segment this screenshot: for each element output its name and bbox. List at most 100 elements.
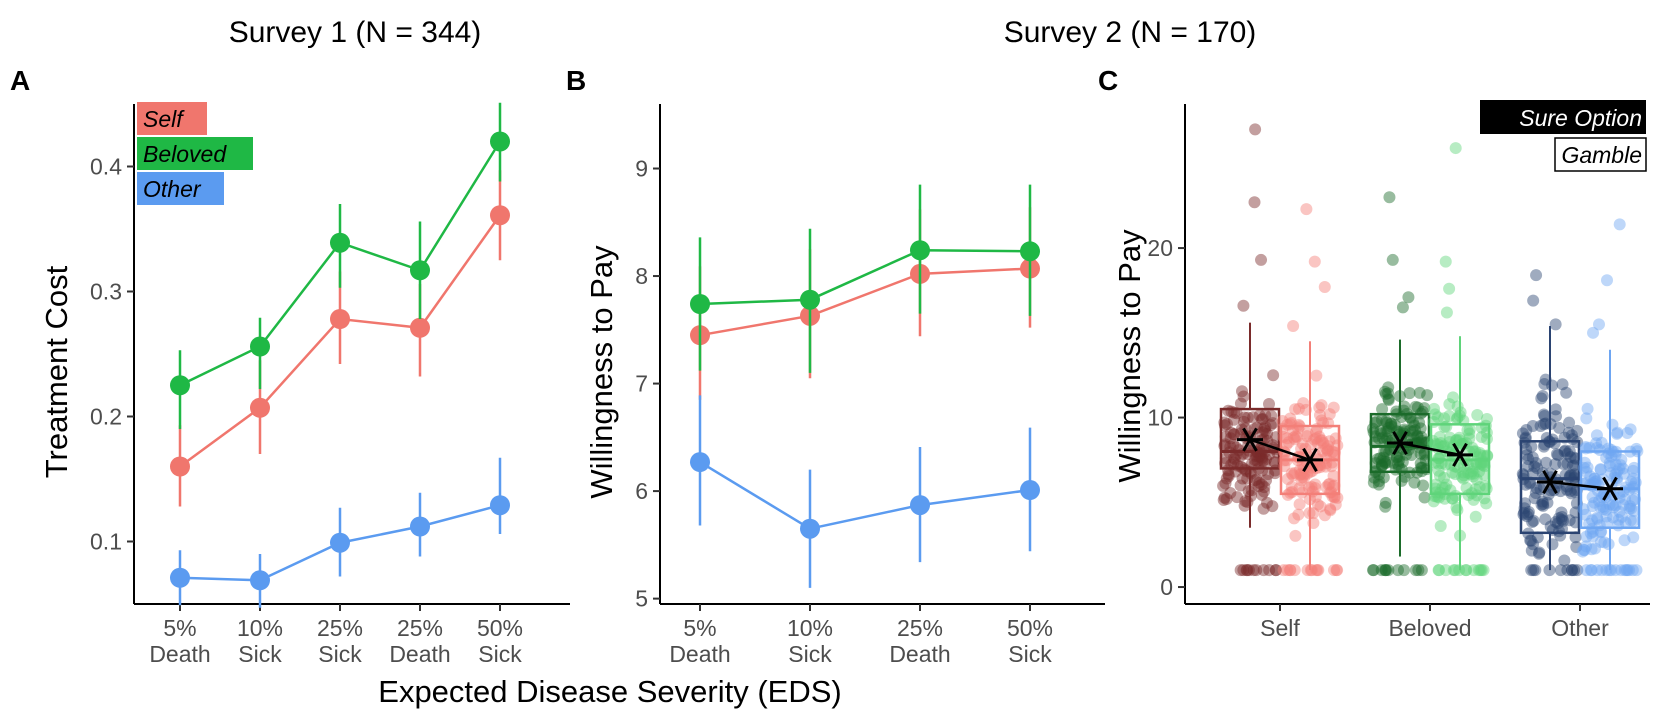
jitter-point-beloved-gamble (1431, 411, 1444, 424)
jitter-point-beloved-gamble (1471, 409, 1484, 422)
jitter-point-other-sure (1522, 508, 1535, 521)
jitter-point-other-gamble (1588, 472, 1601, 485)
jitter-point-beloved-sure (1378, 564, 1391, 577)
jitter-point-other-sure (1519, 478, 1532, 491)
jitter-point-beloved-sure (1411, 429, 1424, 442)
y-tick-label: 0.2 (90, 404, 122, 430)
jitter-point-other-gamble (1627, 531, 1640, 544)
jitter-point-self-gamble (1298, 471, 1311, 484)
y-tick-label: 20 (1147, 235, 1173, 261)
jitter-point-beloved-sure (1381, 456, 1394, 469)
jitter-point-self-sure (1268, 467, 1281, 480)
legend-label-self: Self (143, 106, 185, 132)
y-tick-label: 0.4 (90, 154, 122, 180)
panel-a-treatment-cost: Treatment Cost Self Beloved Other 0.1 0.2… (39, 102, 570, 667)
jitter-point-self-sure (1245, 484, 1258, 497)
jitter-point-self-gamble (1330, 564, 1343, 577)
jitter-point-self-gamble (1323, 435, 1336, 448)
jitter-point-other-gamble (1589, 542, 1602, 555)
data-point-self (330, 309, 350, 329)
jitter-point-other-sure (1525, 564, 1538, 577)
outlier-point-self-sure (1255, 253, 1268, 266)
jitter-point-other-sure (1523, 477, 1536, 490)
jitter-point-self-gamble (1321, 444, 1334, 457)
jitter-point-beloved-gamble (1443, 409, 1456, 422)
outlier-point-other-sure (1549, 318, 1562, 331)
jitter-point-beloved-sure (1375, 564, 1388, 577)
outlier-point-self-gamble (1287, 320, 1300, 333)
jitter-point-self-sure (1227, 438, 1240, 451)
jitter-point-other-gamble (1586, 530, 1599, 543)
jitter-point-self-gamble (1290, 430, 1303, 443)
jitter-point-self-sure (1255, 413, 1268, 426)
jitter-point-self-gamble (1301, 427, 1314, 440)
jitter-point-other-gamble (1593, 495, 1606, 508)
asterisk-stroke (1302, 447, 1318, 472)
jitter-point-self-sure (1253, 451, 1266, 464)
jitter-point-self-sure (1257, 485, 1270, 498)
jitter-point-self-sure (1238, 411, 1251, 424)
jitter-point-beloved-gamble (1458, 437, 1471, 450)
outlier-point-self-gamble (1300, 203, 1313, 216)
jitter-point-self-gamble (1326, 445, 1339, 458)
jitter-point-self-sure (1236, 385, 1249, 398)
jitter-point-beloved-gamble (1467, 467, 1480, 480)
jitter-point-beloved-sure (1391, 564, 1404, 577)
jitter-point-self-gamble (1287, 469, 1300, 482)
outlier-point-other-gamble (1593, 318, 1606, 331)
jitter-point-other-gamble (1620, 564, 1633, 577)
jitter-point-self-sure (1234, 397, 1247, 410)
jitter-point-beloved-sure (1367, 476, 1380, 489)
jitter-point-other-sure (1536, 390, 1549, 403)
jitter-point-beloved-sure (1418, 402, 1431, 415)
jitter-point-beloved-sure (1406, 425, 1419, 438)
jitter-point-self-gamble (1323, 408, 1336, 421)
jitter-point-self-sure (1217, 493, 1230, 506)
outlier-point-beloved-sure (1386, 253, 1399, 266)
jitter-point-beloved-gamble (1446, 492, 1459, 505)
jitter-point-other-sure (1529, 486, 1542, 499)
jitter-point-beloved-gamble (1428, 402, 1441, 415)
jitter-point-self-gamble (1296, 471, 1309, 484)
jitter-point-self-gamble (1311, 498, 1324, 511)
jitter-point-other-sure (1538, 410, 1551, 423)
jitter-point-other-gamble (1618, 534, 1631, 547)
jitter-point-other-gamble (1580, 540, 1593, 553)
jitter-point-self-sure (1220, 418, 1233, 431)
jitter-point-beloved-sure (1374, 424, 1387, 437)
mean-asterisk-self-gamble (1297, 447, 1323, 472)
panel-c-legend: Sure Option Gamble (1480, 100, 1647, 172)
jitter-point-other-gamble (1577, 543, 1590, 556)
jitter-point-beloved-gamble (1477, 459, 1490, 472)
asterisk-stroke (1602, 476, 1618, 501)
jitter-point-beloved-gamble (1474, 449, 1487, 462)
jitter-point-beloved-gamble (1447, 564, 1460, 577)
jitter-point-beloved-sure (1369, 457, 1382, 470)
jitter-point-other-gamble (1598, 536, 1611, 549)
jitter-point-self-gamble (1285, 480, 1298, 493)
jitter-point-self-sure (1258, 422, 1271, 435)
jitter-point-other-gamble (1621, 426, 1634, 439)
jitter-point-other-gamble (1623, 502, 1636, 515)
x-tick-label: 5% (683, 615, 716, 641)
jitter-point-other-sure (1553, 512, 1566, 525)
jitter-point-self-sure (1228, 453, 1241, 466)
jitter-point-self-gamble (1331, 564, 1344, 577)
jitter-point-other-sure (1560, 386, 1573, 399)
jitter-point-self-gamble (1288, 564, 1301, 577)
jitter-point-self-sure (1253, 476, 1266, 489)
jitter-point-beloved-gamble (1432, 564, 1445, 577)
jitter-point-self-sure (1219, 430, 1232, 443)
jitter-point-self-sure (1253, 409, 1266, 422)
jitter-point-other-gamble (1589, 475, 1602, 488)
jitter-point-beloved-sure (1379, 496, 1392, 509)
jitter-point-self-gamble (1282, 436, 1295, 449)
x-tick-label: 50% (1007, 615, 1053, 641)
jitter-point-other-sure (1522, 505, 1535, 518)
jitter-point-beloved-gamble (1478, 492, 1491, 505)
x-tick-label: Sick (478, 641, 522, 667)
jitter-point-self-gamble (1314, 500, 1327, 513)
jitter-point-other-gamble (1618, 564, 1631, 577)
jitter-point-other-sure (1566, 459, 1579, 472)
jitter-point-other-sure (1569, 531, 1582, 544)
